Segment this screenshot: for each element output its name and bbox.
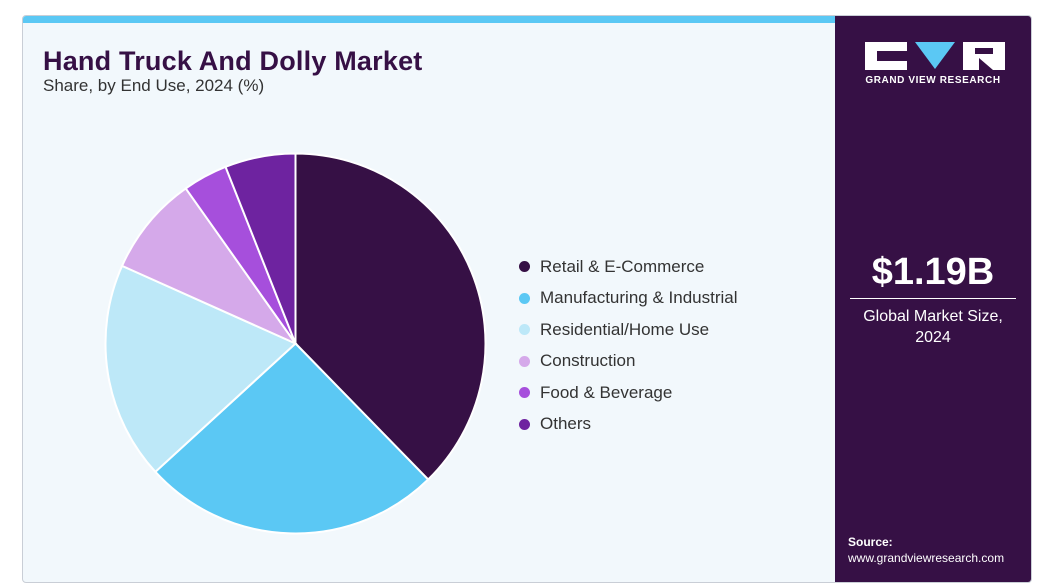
legend-item: Retail & E-Commerce: [519, 251, 738, 283]
legend-label: Retail & E-Commerce: [540, 256, 705, 276]
legend-label: Food & Beverage: [540, 382, 673, 402]
pie-slice-retail-e-commerce: [294, 152, 487, 481]
legend-item: Manufacturing & Industrial: [519, 283, 738, 315]
legend-label: Construction: [540, 351, 636, 371]
market-size-label: Global Market Size, 2024: [863, 308, 1003, 346]
sidebar: GRAND VIEW RESEARCH $1.19B Global Market…: [835, 16, 1031, 582]
chart-panel: Hand Truck And Dolly Market Share, by En…: [23, 23, 835, 582]
grand-view-research-logo: [865, 42, 1005, 70]
market-size-value: $1.19B: [871, 251, 995, 293]
logo-text: GRAND VIEW RESEARCH: [865, 75, 1001, 86]
legend-swatch: [519, 261, 530, 273]
legend-swatch: [519, 387, 530, 399]
pie-slice-manufacturing-industrial: [153, 342, 430, 535]
legend-label: Manufacturing & Industrial: [540, 288, 738, 308]
legend-item: Others: [519, 409, 738, 441]
chart-subtitle: Share, by End Use, 2024 (%): [43, 76, 265, 95]
accent-bar: [23, 16, 835, 23]
legend-item: Construction: [519, 346, 738, 378]
legend-label: Residential/Home Use: [540, 319, 710, 339]
pie-chart: [104, 152, 487, 535]
pie-slice-others: [224, 152, 297, 344]
legend-label: Others: [540, 414, 592, 434]
report-card: Hand Truck And Dolly Market Share, by En…: [22, 15, 1032, 583]
legend-swatch: [519, 292, 530, 304]
source-link[interactable]: www.grandviewresearch.com: [848, 551, 1005, 565]
divider: [850, 298, 1016, 299]
pie-slice-residential-home-use: [104, 264, 298, 474]
legend-swatch: [519, 324, 530, 336]
legend-item: Food & Beverage: [519, 377, 738, 409]
pie-slice-construction: [120, 187, 299, 346]
legend-swatch: [519, 355, 530, 367]
legend-item: Residential/Home Use: [519, 314, 738, 346]
legend-swatch: [519, 418, 530, 430]
chart-legend: Retail & E-Commerce Manufacturing & Indus…: [519, 251, 738, 440]
source-label: Source:: [848, 535, 893, 549]
chart-title: Hand Truck And Dolly Market: [43, 46, 423, 76]
